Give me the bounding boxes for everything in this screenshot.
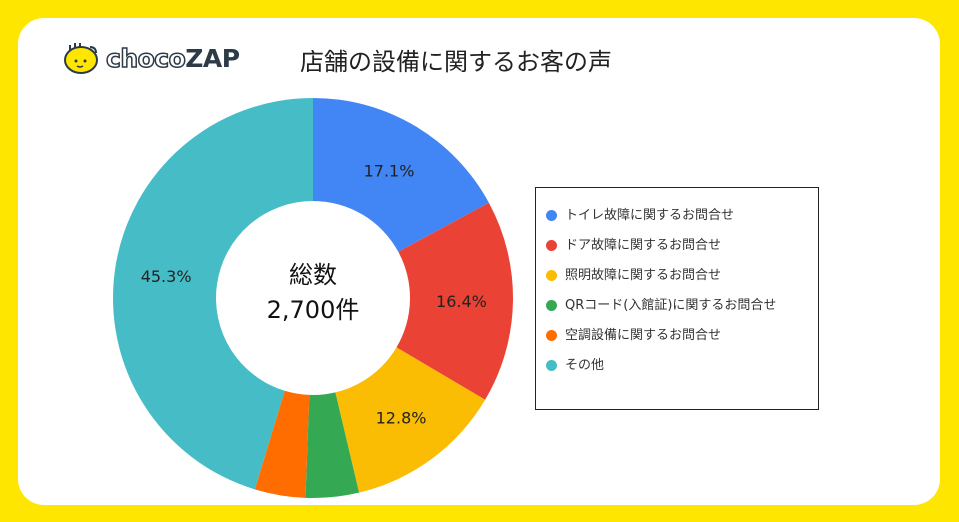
slice-5 — [113, 98, 313, 490]
legend-swatch — [546, 360, 557, 371]
chart-title: 店舗の設備に関するお客の声 — [300, 48, 612, 76]
data-label: 45.3% — [141, 267, 192, 286]
logo-text-zap: ZAP — [185, 43, 240, 73]
slice-4 — [254, 390, 310, 498]
center-label-total: 2,700件 — [267, 296, 360, 324]
legend-label: 照明故障に関するお問合せ — [565, 268, 722, 283]
data-label: 17.1% — [364, 161, 415, 180]
legend-item: QRコード(入館証)に関するお問合せ — [546, 296, 818, 315]
legend: トイレ故障に関するお問合せ ドア故障に関するお問合せ 照明故障に関するお問合せ QRコ… — [535, 187, 819, 410]
center-label-title: 総数 — [289, 261, 337, 289]
legend-label: 空調設備に関するお問合せ — [565, 328, 722, 343]
logo-text-choco: choco — [105, 43, 186, 74]
legend-swatch — [546, 240, 557, 251]
legend-label: ドア故障に関するお問合せ — [565, 238, 722, 253]
mascot-icon — [64, 43, 98, 74]
legend-item: トイレ故障に関するお問合せ — [546, 206, 818, 225]
legend-swatch — [546, 300, 557, 311]
legend-item: 照明故障に関するお問合せ — [546, 266, 818, 285]
legend-label: トイレ故障に関するお問合せ — [565, 208, 735, 223]
data-label: 12.8% — [376, 409, 427, 428]
slice-3 — [305, 392, 360, 498]
legend-item: その他 — [546, 356, 818, 375]
slice-0 — [313, 98, 489, 252]
legend-swatch — [546, 210, 557, 221]
legend-swatch — [546, 270, 557, 281]
slice-2 — [335, 347, 486, 493]
legend-item: ドア故障に関するお問合せ — [546, 236, 818, 255]
data-label: 16.4% — [436, 292, 487, 311]
legend-item: 空調設備に関するお問合せ — [546, 326, 818, 345]
legend-label: その他 — [565, 358, 605, 373]
chocozap-logo: chocoZAP — [64, 42, 240, 74]
legend-label: QRコード(入館証)に関するお問合せ — [565, 298, 777, 313]
legend-swatch — [546, 330, 557, 341]
slice-1 — [396, 202, 513, 400]
